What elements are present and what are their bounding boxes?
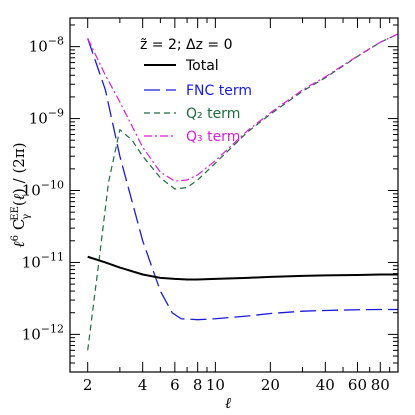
x-tick-label: 6 — [170, 376, 180, 394]
y-tick-label: 10−9 — [29, 107, 64, 128]
series-line-total — [87, 255, 398, 281]
y-tick-label: 10−12 — [22, 322, 64, 343]
legend-label: Q₂ term — [186, 106, 240, 122]
x-tick-label: 80 — [371, 376, 390, 394]
y-axis-label: ℓ6 CγEE(ℓ) / (2π) — [10, 142, 32, 247]
legend-title: z̃ = 2; Δz = 0 — [140, 37, 233, 53]
legend-label: Q₃ term — [186, 129, 240, 145]
y-tick-label: 10−11 — [22, 250, 64, 271]
series-line-fnc-term — [87, 38, 398, 321]
x-tick-label: 4 — [138, 376, 148, 394]
plot-frame — [69, 17, 399, 373]
x-tick-label: 60 — [348, 376, 367, 394]
series-line-q-term — [87, 33, 399, 182]
x-tick-label: 40 — [316, 376, 335, 394]
legend: z̃ = 2; Δz = 0 Total FNC term Q₂ term Q₃ ter… — [140, 37, 252, 145]
legend-label: Total — [185, 58, 219, 74]
x-tick-label: 8 — [193, 376, 203, 394]
x-tick-label: 10 — [206, 376, 225, 394]
y-tick-label: 10−8 — [29, 35, 64, 56]
x-axis-label: ℓ — [225, 394, 231, 412]
series-line-q-term — [87, 33, 399, 351]
axes: 2 4 6 8 10 20 40 60 80 10−12 10−11 10−10 10−9 10−8 ℓ ℓ6… — [10, 17, 399, 412]
legend-label: FNC term — [186, 83, 252, 99]
plot-area — [87, 33, 399, 351]
y-tick-label: 10−10 — [22, 179, 64, 200]
x-tick-label: 2 — [83, 376, 93, 394]
x-tick-label: 20 — [261, 376, 280, 394]
